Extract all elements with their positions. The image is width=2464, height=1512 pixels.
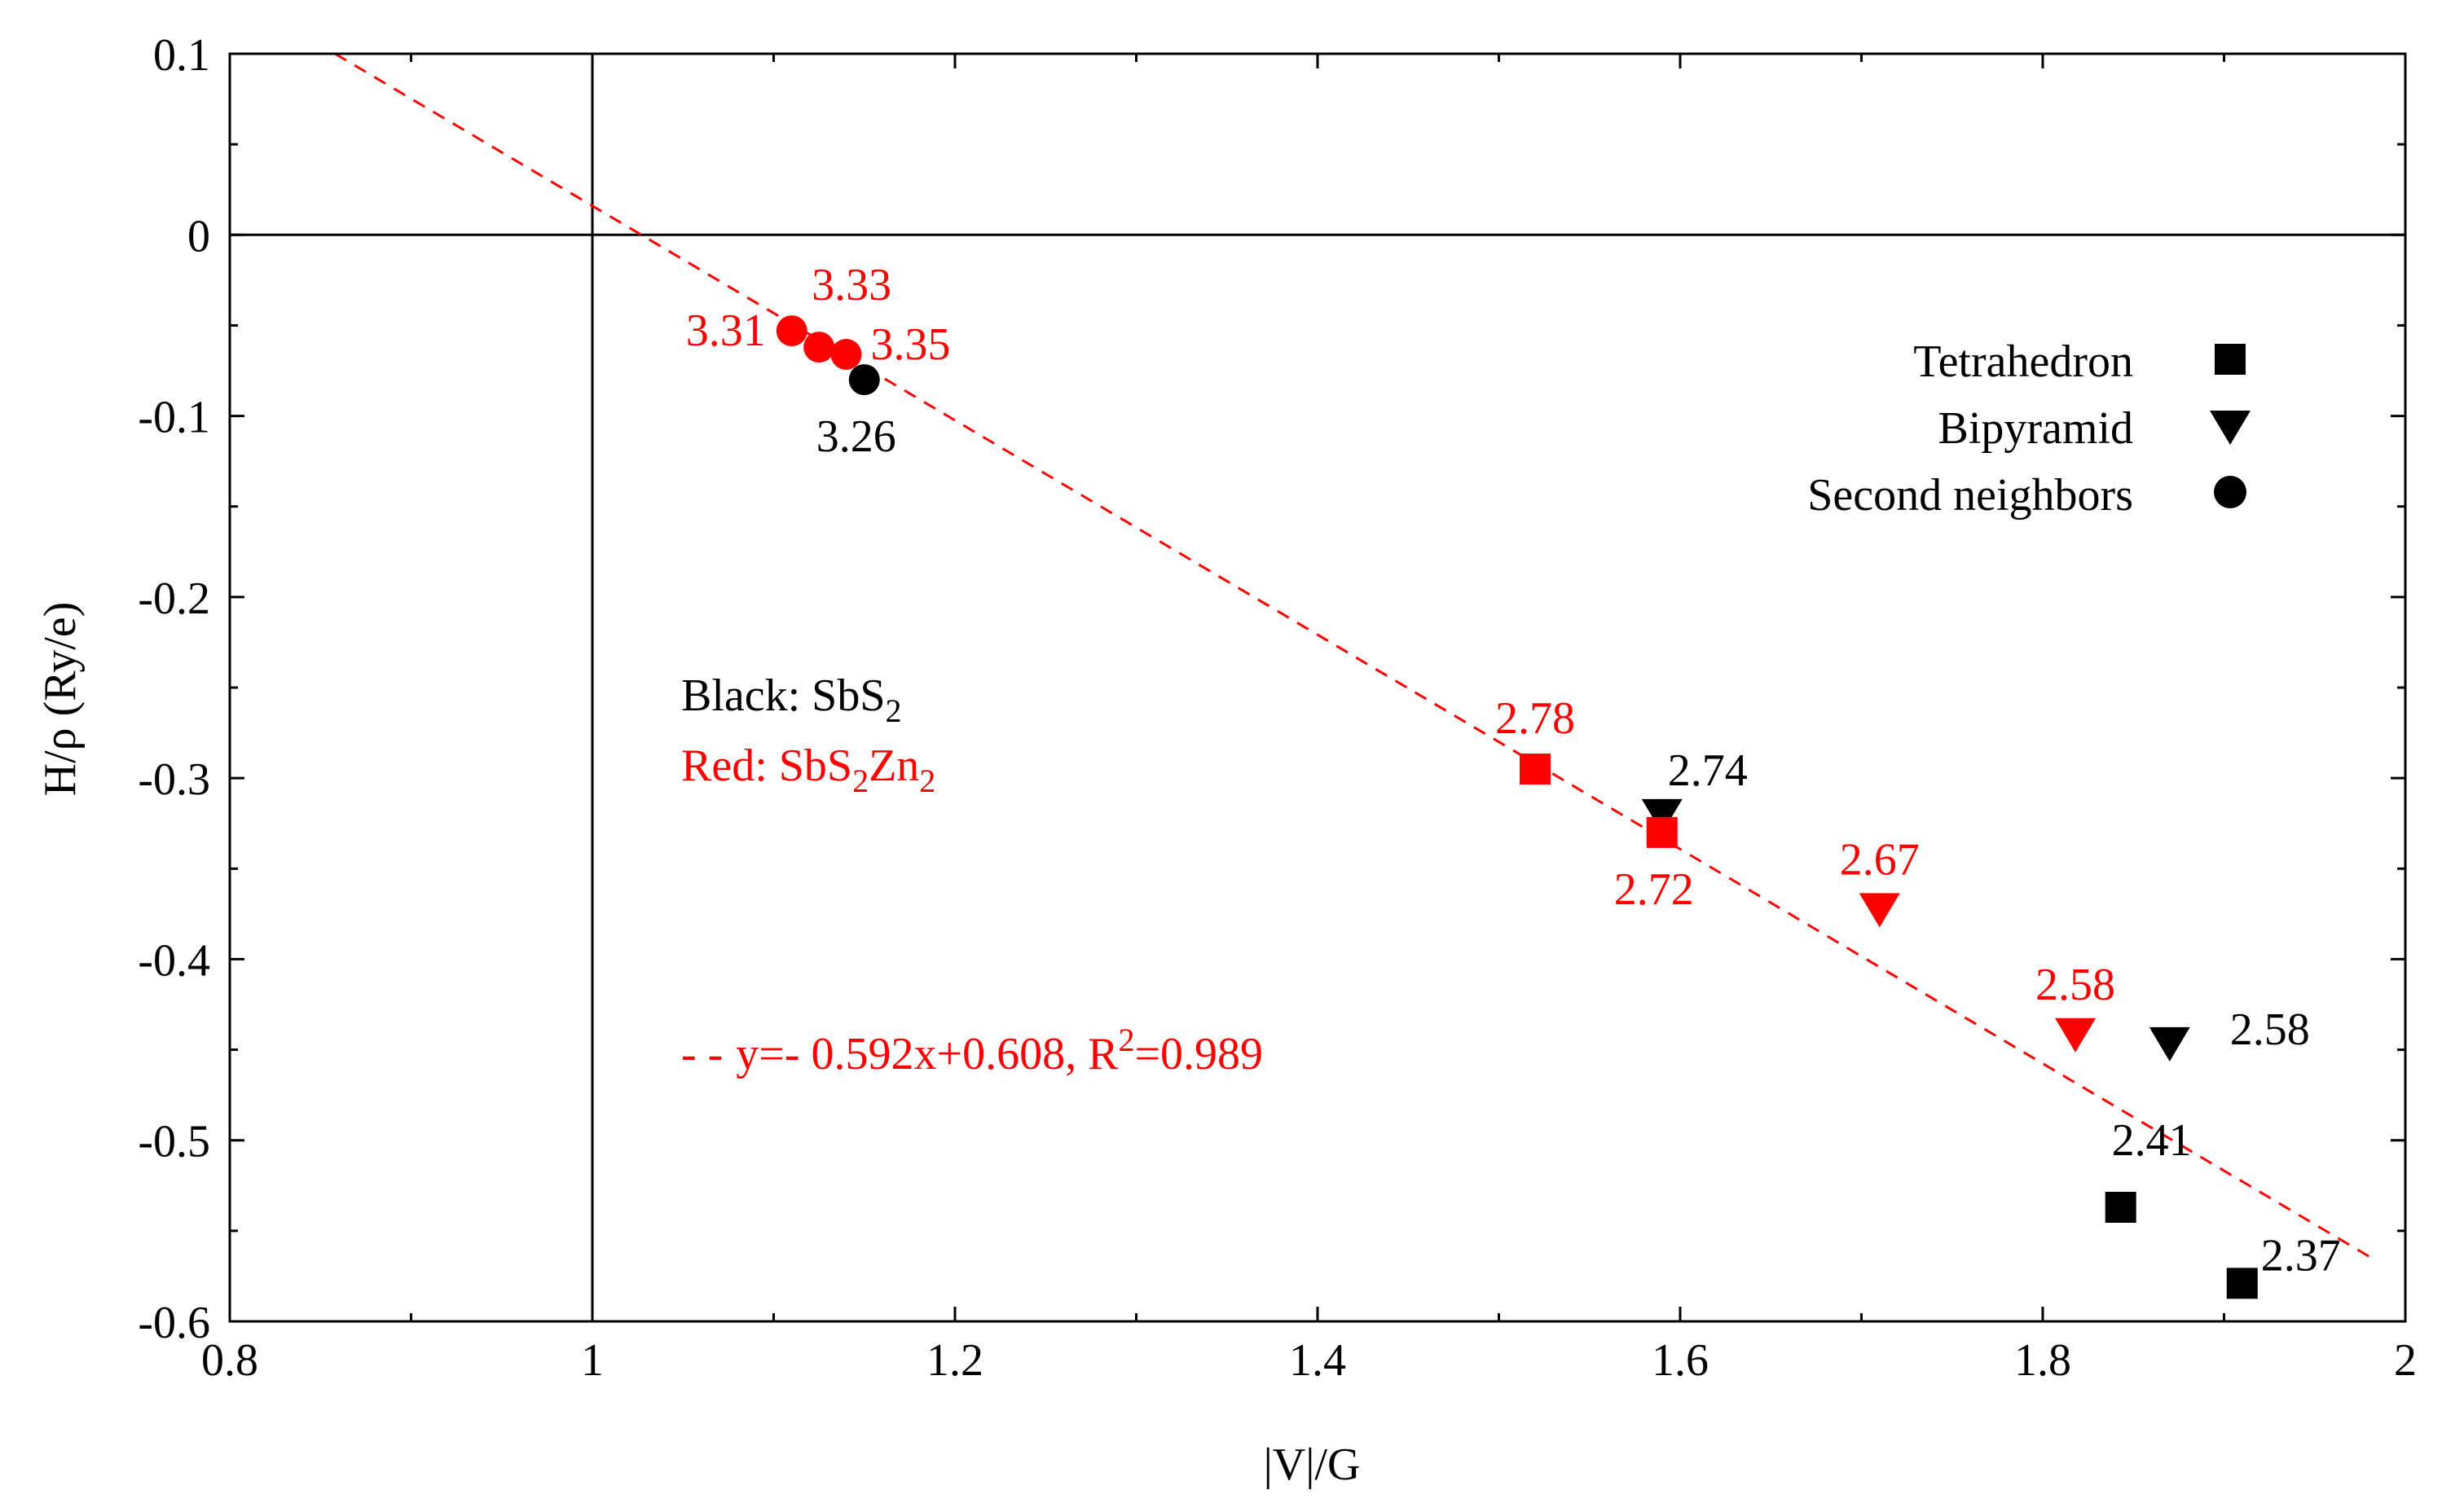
fit-note-dash: - - xyxy=(681,1029,723,1079)
data-points xyxy=(776,315,2258,1299)
point-triangle-down xyxy=(1641,798,1683,833)
point-circle xyxy=(776,315,807,347)
point-label: 3.35 xyxy=(871,319,951,370)
x-tick-label: 2 xyxy=(2394,1335,2417,1386)
point-label: 2.78 xyxy=(1495,693,1575,744)
x-tick-label: 1.6 xyxy=(1652,1335,1709,1386)
point-label: 3.26 xyxy=(816,411,896,462)
point-label: 2.72 xyxy=(1614,864,1694,915)
fit-equation-note: - - y=- 0.592x+0.608, R2=0.989 xyxy=(681,1022,1263,1079)
point-triangle-down xyxy=(2149,1026,2190,1061)
fit-note-superscript: 2 xyxy=(1118,1022,1134,1058)
x-tick-label: 1.4 xyxy=(1289,1335,1346,1386)
point-label: 2.58 xyxy=(2230,1004,2310,1055)
legend: Tetrahedron Bipyramid Second neighbors xyxy=(1807,336,2251,521)
black-note-text: Black: SbS xyxy=(681,670,885,721)
point-labels: 3.31 3.33 3.35 3.26 2.78 2.74 2.72 2.67 2.58 2.58… xyxy=(686,260,2341,1281)
black-note-subscript: 2 xyxy=(885,692,901,729)
legend-label-tetrahedron: Tetrahedron xyxy=(1913,336,2133,387)
fit-line-layer xyxy=(334,52,2370,1258)
axis-ticks: 0.8 1 1.2 1.4 1.6 1.8 2 0.1 0 -0.1 -0.2 -0.3 -0.4 -0.… xyxy=(138,30,2417,1386)
fit-line xyxy=(334,52,2370,1258)
point-label: 3.33 xyxy=(812,260,891,310)
legend-label-second-neighbors: Second neighbors xyxy=(1807,470,2133,521)
y-tick-label: -0.5 xyxy=(138,1117,210,1167)
y-tick-label: -0.2 xyxy=(138,574,210,624)
y-tick-label: -0.4 xyxy=(138,935,210,986)
point-square xyxy=(1520,754,1551,785)
x-tick-label: 1.8 xyxy=(2014,1335,2071,1386)
x-tick-label: 1 xyxy=(581,1335,604,1386)
fit-note-text: y=- 0.592x+0.608, R xyxy=(736,1029,1119,1079)
red-note-subscript-2: 2 xyxy=(919,763,935,799)
reference-lines xyxy=(230,54,2405,1321)
point-circle xyxy=(803,332,835,363)
legend-triangle-down-icon xyxy=(2210,411,2251,445)
point-label: 2.41 xyxy=(2112,1115,2192,1166)
point-circle xyxy=(848,364,880,396)
point-circle xyxy=(830,338,862,370)
point-triangle-down xyxy=(2055,1018,2097,1053)
fit-note-suffix: =0.989 xyxy=(1134,1029,1263,1079)
point-label: 2.74 xyxy=(1668,745,1748,796)
point-square xyxy=(2105,1191,2136,1223)
point-label: 2.37 xyxy=(2261,1230,2341,1281)
y-axis-label: H/ρ (Ry/e) xyxy=(35,602,86,797)
plot-border xyxy=(228,52,2407,1323)
point-label: 2.67 xyxy=(1840,834,1920,885)
red-note-subscript-1: 2 xyxy=(852,763,869,799)
point-label: 3.31 xyxy=(686,305,766,356)
point-triangle-down xyxy=(1859,893,1900,928)
plot-frame xyxy=(228,52,2407,1323)
red-series-note: Red: SbS2Zn2 xyxy=(681,741,935,799)
red-note-text: Red: SbS xyxy=(681,741,852,791)
point-square xyxy=(1646,816,1678,848)
y-tick-label: 0 xyxy=(187,211,210,262)
x-tick-label: 0.8 xyxy=(201,1335,258,1386)
y-tick-label: 0.1 xyxy=(153,30,210,81)
y-tick-label: -0.1 xyxy=(138,393,210,443)
legend-square-icon xyxy=(2215,344,2246,375)
y-tick-label: -0.6 xyxy=(138,1298,210,1348)
x-axis-label: |V|/G xyxy=(1264,1439,1361,1490)
x-tick-label: 1.2 xyxy=(926,1335,983,1386)
y-tick-label: -0.3 xyxy=(138,754,210,805)
point-label: 2.58 xyxy=(2035,960,2115,1010)
black-series-note: Black: SbS2 xyxy=(681,670,901,729)
red-note-mid: Zn xyxy=(869,741,919,791)
legend-circle-icon xyxy=(2214,476,2246,508)
point-square xyxy=(2226,1268,2258,1299)
legend-label-bipyramid: Bipyramid xyxy=(1938,403,2133,454)
